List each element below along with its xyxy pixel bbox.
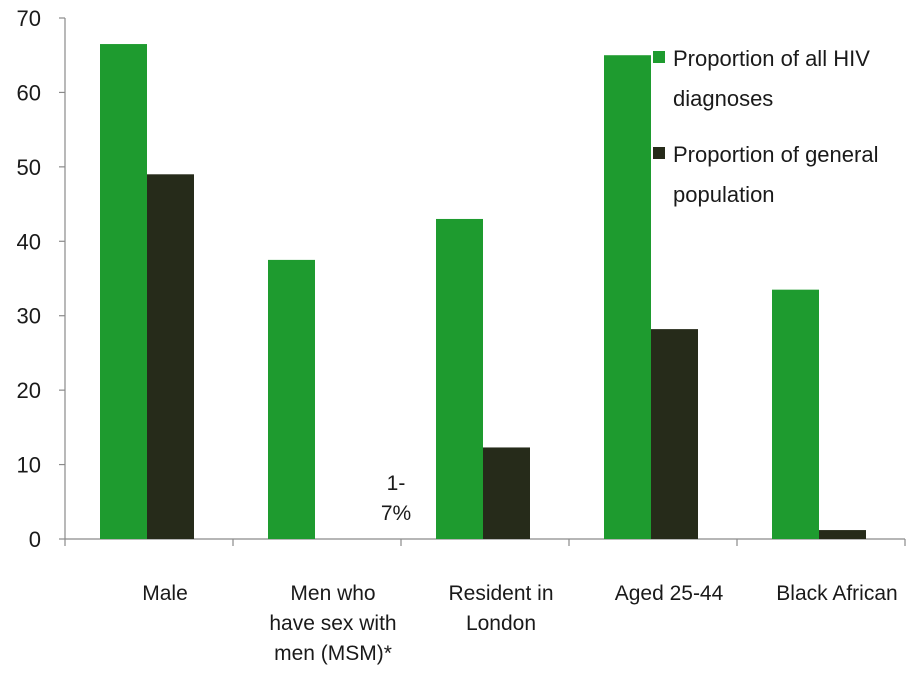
annotation-label: 7% — [381, 502, 411, 525]
x-category-label: Resident in — [448, 582, 553, 605]
legend-label: diagnoses — [673, 86, 773, 111]
y-tick-label: 20 — [17, 378, 41, 403]
legend-label: Proportion of general — [673, 142, 878, 167]
bar-general-population — [819, 530, 866, 539]
bars — [100, 44, 866, 540]
bar-general-population — [651, 329, 698, 539]
legend-label: population — [673, 182, 775, 207]
x-category-label: have sex with — [269, 612, 396, 635]
bar-general-population — [483, 447, 530, 539]
legend-swatch — [653, 147, 665, 159]
bar-hiv-diagnoses — [100, 44, 147, 540]
y-tick-label: 70 — [17, 6, 41, 31]
legend-swatch — [653, 51, 665, 63]
x-category-label: Aged 25-44 — [615, 582, 724, 605]
bar-hiv-diagnoses — [604, 55, 651, 539]
y-tick-label: 0 — [29, 527, 41, 552]
y-tick-label: 40 — [17, 229, 41, 254]
y-tick-label: 10 — [17, 453, 41, 478]
bar-general-population — [147, 174, 194, 540]
x-category-label: Men who — [290, 582, 375, 605]
axes: 0 10 20 30 40 50 60 70 — [17, 6, 906, 552]
y-tick-label: 50 — [17, 155, 41, 180]
x-category-label: London — [466, 612, 536, 635]
annotation-label: 1- — [387, 472, 406, 495]
bar-hiv-diagnoses — [268, 259, 315, 539]
bar-hiv-diagnoses — [436, 218, 483, 539]
y-tick-label: 30 — [17, 304, 41, 329]
x-category-label: Black African — [776, 582, 897, 605]
annotations: 1-7% — [381, 472, 411, 525]
x-category-label: Male — [142, 582, 188, 605]
y-tick-label: 60 — [17, 80, 41, 105]
legend-label: Proportion of all HIV — [673, 46, 870, 71]
x-category-label: men (MSM)* — [274, 642, 392, 665]
bar-hiv-diagnoses — [772, 289, 819, 539]
x-axis-labels: Male Men who have sex with men (MSM)* Reside… — [142, 582, 897, 665]
legend: Proportion of all HIV diagnoses Proportion… — [653, 46, 878, 207]
